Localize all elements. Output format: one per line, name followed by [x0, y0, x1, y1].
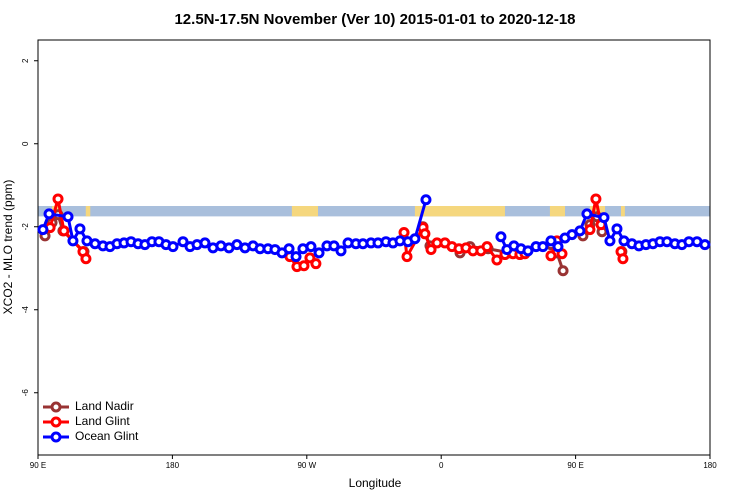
x-axis-label: Longitude: [349, 476, 402, 490]
data-point: [425, 244, 437, 256]
data-point: [590, 193, 602, 205]
data-point: [58, 225, 70, 237]
data-point: [598, 212, 610, 224]
data-point: [43, 208, 55, 220]
data-point: [604, 235, 616, 247]
legend-marker: [50, 401, 62, 413]
land-segment: [291, 206, 318, 217]
data-point: [611, 223, 623, 235]
y-tick-label: -2: [21, 223, 30, 231]
chart-title: 12.5N-17.5N November (Ver 10) 2015-01-01…: [174, 11, 575, 28]
data-point: [67, 235, 79, 247]
plot-frame: [37, 39, 711, 456]
data-point: [328, 240, 340, 252]
data-point: [398, 227, 410, 239]
y-tick-label: -4: [21, 306, 30, 314]
legend-label: Land Nadir: [75, 399, 134, 413]
data-point: [495, 231, 507, 243]
ocean-band: [38, 206, 710, 217]
x-tick-label: 90 E: [567, 461, 583, 470]
data-point: [699, 239, 711, 251]
data-point: [298, 260, 310, 272]
data-point: [491, 254, 503, 266]
legend-marker: [50, 431, 62, 443]
data-point: [574, 225, 586, 237]
data-point: [199, 237, 211, 249]
data-point: [74, 223, 86, 235]
data-point: [481, 241, 493, 253]
data-point: [177, 236, 189, 248]
data-point: [419, 228, 431, 240]
x-tick-label: 90 W: [297, 461, 316, 470]
data-point: [62, 211, 74, 223]
data-point: [290, 251, 302, 263]
x-tick-label: 0: [439, 461, 444, 470]
land-segment: [414, 206, 505, 217]
legend-marker: [50, 416, 62, 428]
data-point: [545, 250, 557, 262]
data-point: [557, 265, 569, 277]
data-point: [552, 241, 564, 253]
data-point: [409, 233, 421, 245]
data-point: [420, 194, 432, 206]
data-point: [545, 235, 557, 247]
y-tick-label: -6: [21, 389, 30, 397]
data-point: [305, 241, 317, 253]
data-point: [537, 241, 549, 253]
data-point: [304, 252, 316, 264]
data-point: [581, 208, 593, 220]
data-point: [584, 224, 596, 236]
y-tick-label: 2: [21, 58, 30, 63]
x-tick-label: 180: [703, 461, 717, 470]
legend-label: Ocean Glint: [75, 429, 139, 443]
land-segment: [620, 206, 625, 217]
x-tick-label: 90 E: [30, 461, 46, 470]
x-tick-label: 180: [166, 461, 180, 470]
data-point: [283, 243, 295, 255]
y-axis-label: XCO2 - MLO trend (ppm): [1, 180, 15, 315]
y-tick-label: 0: [21, 141, 30, 146]
data-point: [522, 245, 534, 257]
land-segment: [549, 206, 565, 217]
data-point: [167, 241, 179, 253]
data-point: [310, 258, 322, 270]
data-point: [52, 193, 64, 205]
data-point: [335, 245, 347, 257]
data-point: [401, 251, 413, 263]
land-segment: [85, 206, 91, 217]
legend-label: Land Glint: [75, 414, 130, 428]
data-point: [80, 253, 92, 265]
data-point: [37, 224, 49, 236]
data-point: [313, 247, 325, 259]
data-point: [617, 253, 629, 265]
